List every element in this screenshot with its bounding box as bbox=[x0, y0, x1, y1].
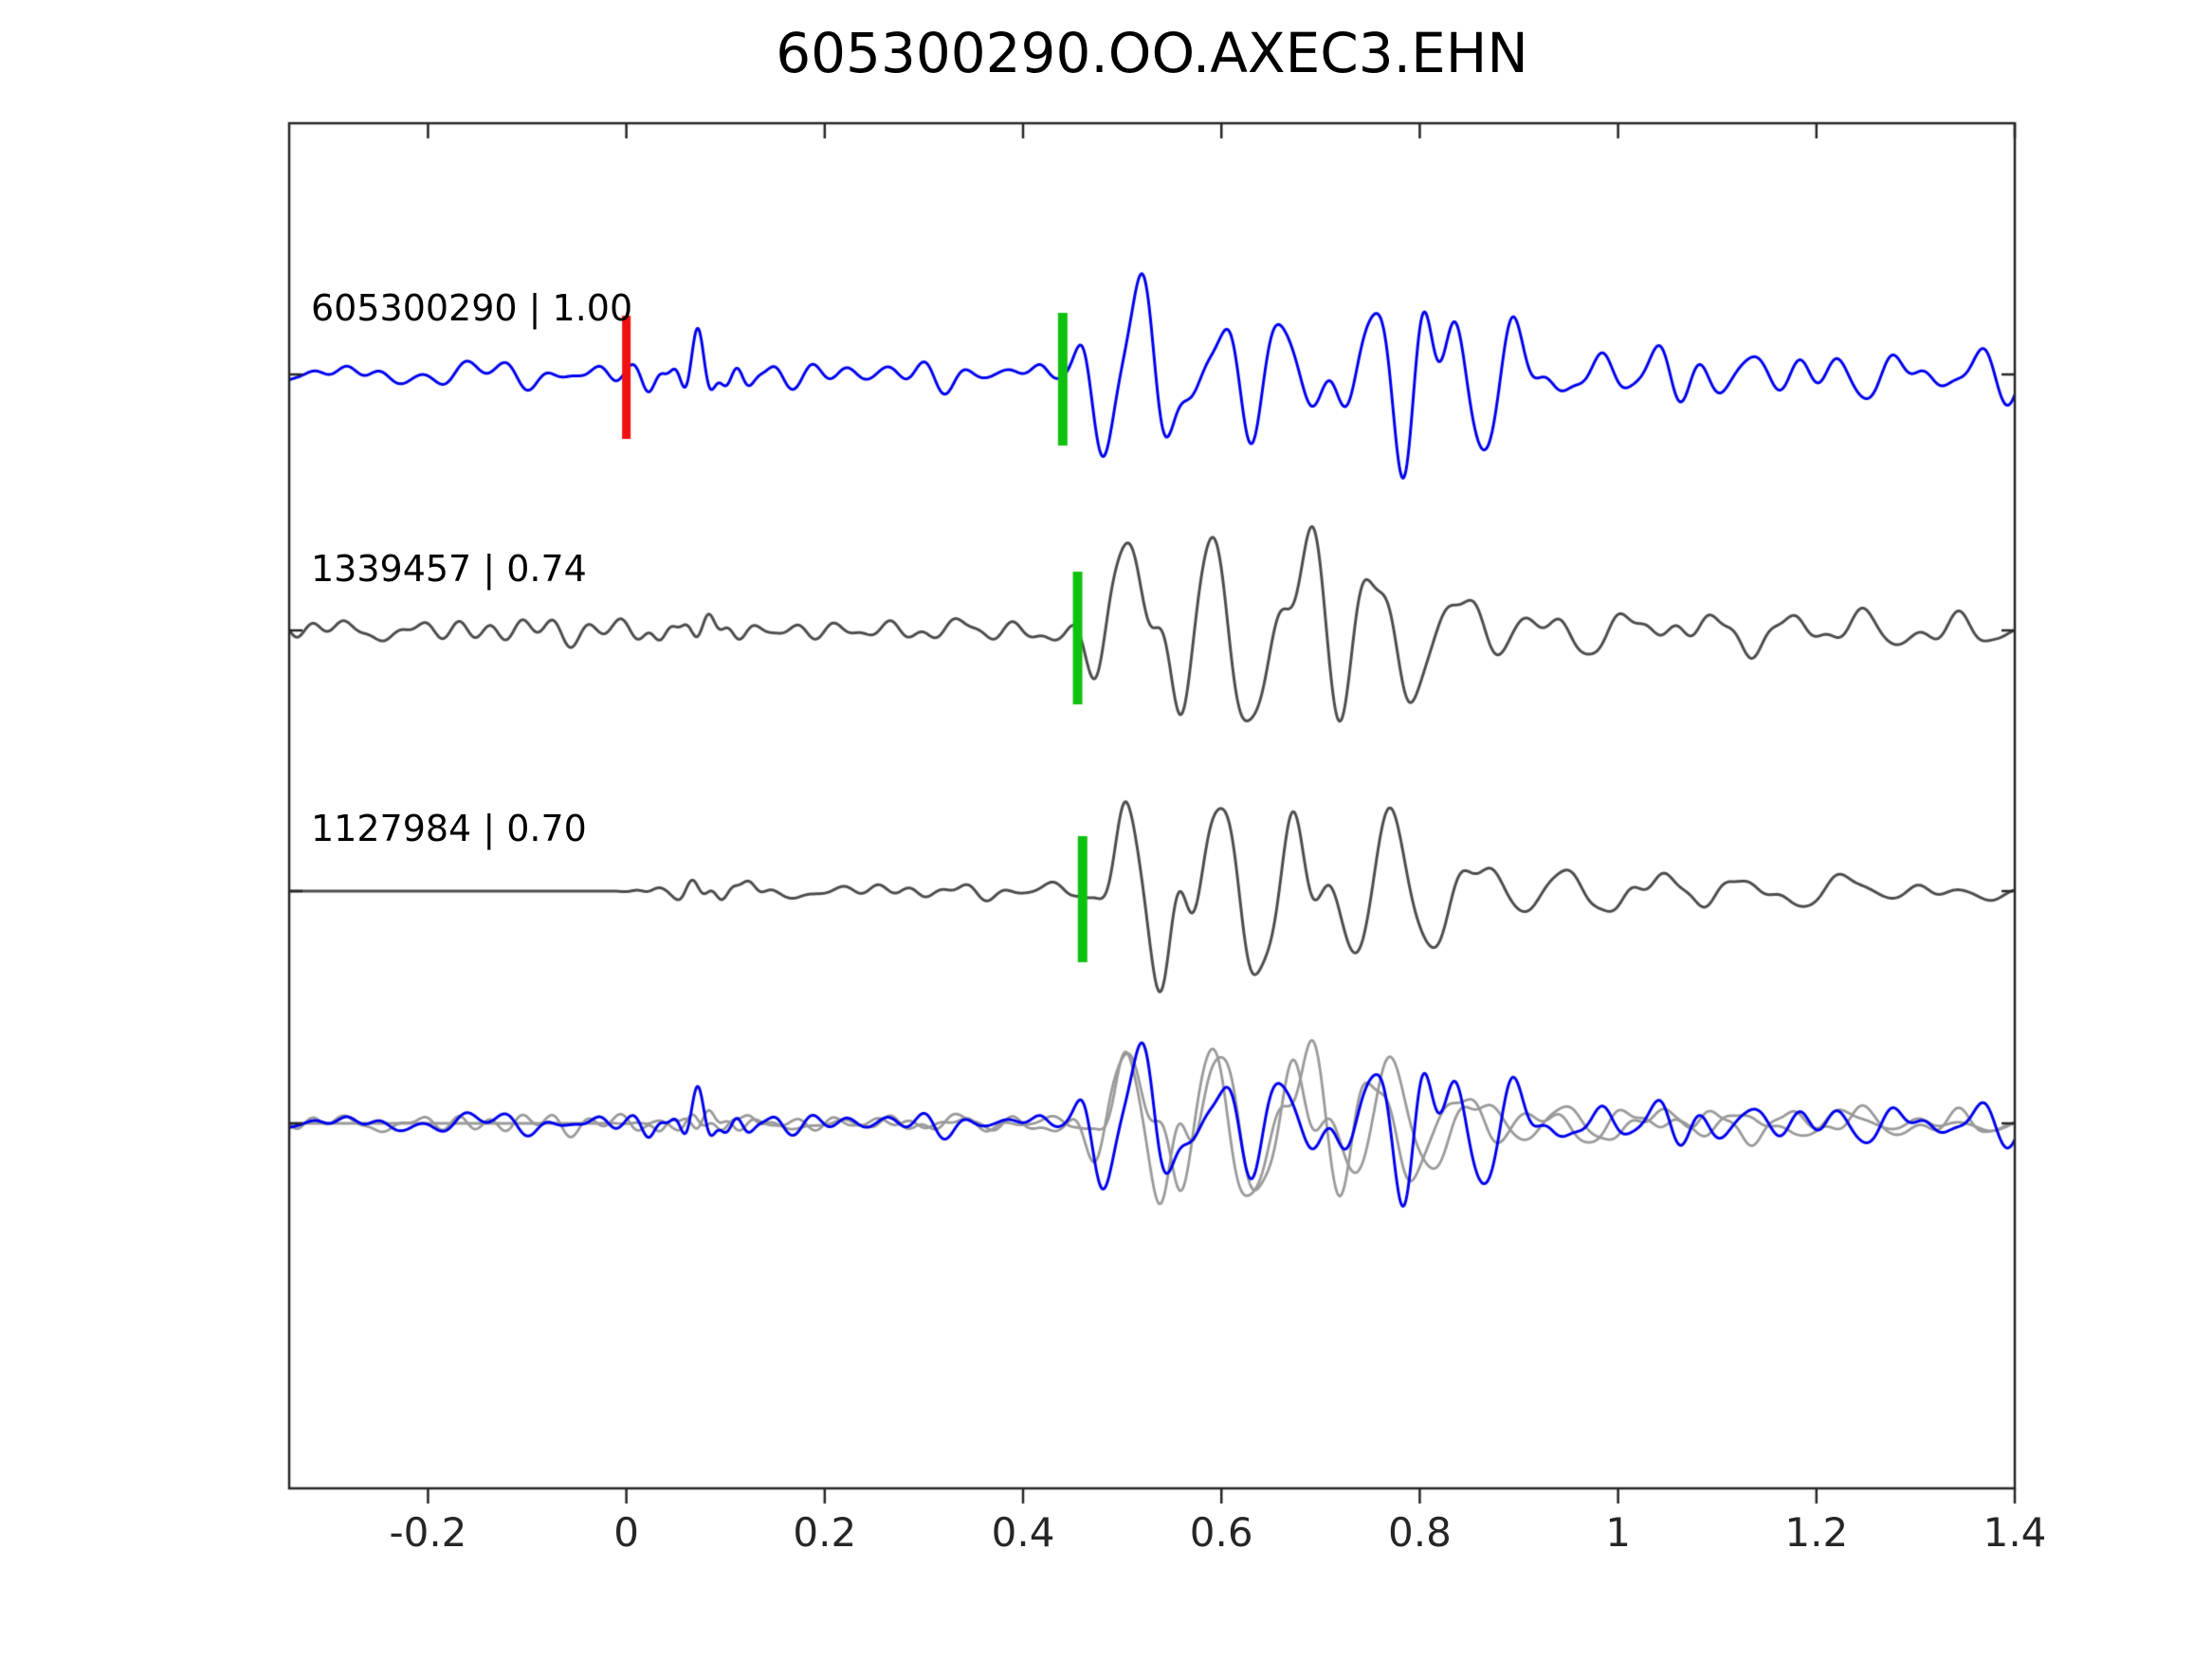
trace-label-match-1: 1339457 | 0.74 bbox=[311, 548, 587, 590]
x-tick-label: 1 bbox=[1605, 1509, 1631, 1556]
x-tick-label: -0.2 bbox=[389, 1509, 467, 1556]
x-tick-label: 0.8 bbox=[1388, 1509, 1452, 1556]
x-tick-label: 0.4 bbox=[991, 1509, 1055, 1556]
trace-label-match-2: 1127984 | 0.70 bbox=[311, 808, 587, 849]
x-tick-label: 0 bbox=[613, 1509, 639, 1556]
figure-title: 605300290.OO.AXEC3.EHN bbox=[776, 21, 1528, 85]
x-tick-label: 0.6 bbox=[1189, 1509, 1253, 1556]
trace-label-template: 605300290 | 1.00 bbox=[311, 287, 633, 329]
x-tick-label: 1.2 bbox=[1784, 1509, 1849, 1556]
x-tick-label: 0.2 bbox=[793, 1509, 857, 1556]
x-tick-label: 1.4 bbox=[1983, 1509, 2047, 1556]
